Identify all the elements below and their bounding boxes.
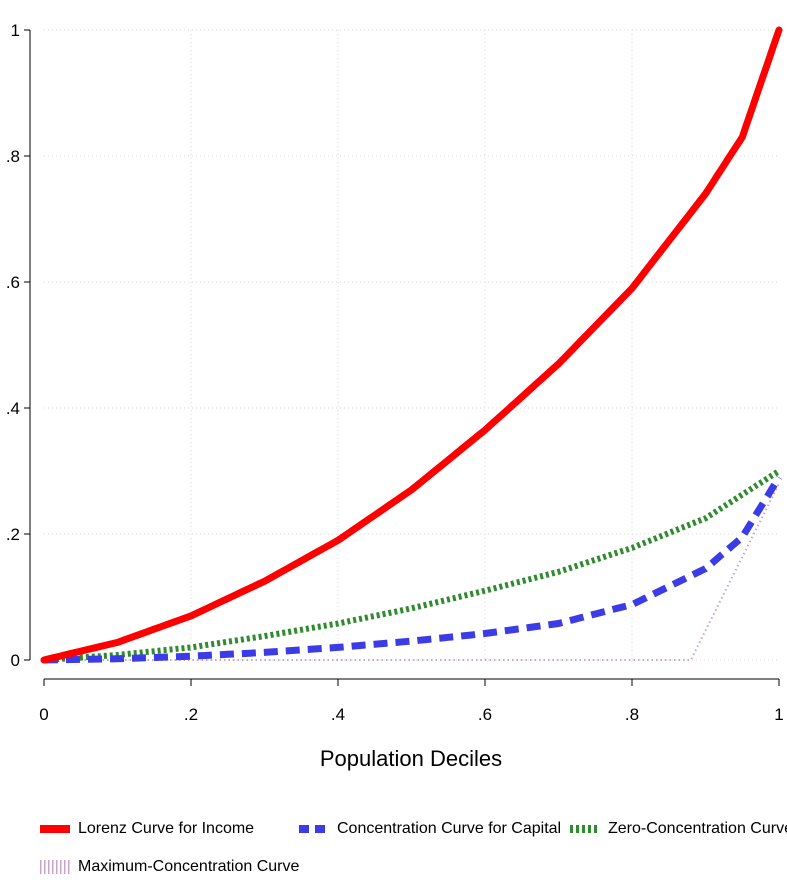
legend-item-zero: Zero-Concentration Curve <box>570 820 787 838</box>
y-tick-label: .4 <box>6 399 20 418</box>
y-tick-label: .8 <box>6 147 20 166</box>
legend-item-lorenz: Lorenz Curve for Income <box>40 820 254 838</box>
legend-swatch-zero <box>570 825 600 833</box>
grid <box>44 29 779 661</box>
series-group <box>40 26 783 664</box>
legend-label-lorenz: Lorenz Curve for Income <box>78 820 255 837</box>
x-tick-label: .8 <box>625 705 639 724</box>
x-axis-title: Population Deciles <box>320 746 502 771</box>
legend-label-zero: Zero-Concentration Curve <box>608 820 787 837</box>
series-line-concentration-curve-for-capital <box>43 475 782 664</box>
x-tick-label: 1 <box>774 705 783 724</box>
series-line-maximum-concentration-curve <box>44 483 780 661</box>
legend-swatch-maximum <box>40 860 70 874</box>
x-tick-label: .4 <box>331 705 345 724</box>
series-line-zero-concentration-curve <box>43 468 781 663</box>
series-line-lorenz-curve-for-income <box>40 26 783 664</box>
legend-item-maximum: Maximum-Concentration Curve <box>40 858 299 876</box>
legend-swatch-lorenz <box>40 825 70 833</box>
y-tick-label: .2 <box>6 525 20 544</box>
axes <box>29 30 779 680</box>
legend-item-capital: Concentration Curve for Capital <box>299 820 561 838</box>
y-tick-label: 1 <box>11 21 20 40</box>
legend-label-capital: Concentration Curve for Capital <box>337 820 562 837</box>
y-ticks: 0 .2 .4 .6 .8 1 <box>6 21 30 670</box>
x-tick-label: .6 <box>478 705 492 724</box>
legend-label-maximum: Maximum-Concentration Curve <box>78 858 300 875</box>
x-tick-label: 0 <box>39 705 48 724</box>
y-tick-label: .6 <box>6 273 20 292</box>
y-tick-label: 0 <box>11 651 20 670</box>
legend-swatch-capital <box>299 825 329 833</box>
x-ticks: 0 .2 .4 .6 .8 1 <box>39 679 784 724</box>
x-tick-label: .2 <box>184 705 198 724</box>
